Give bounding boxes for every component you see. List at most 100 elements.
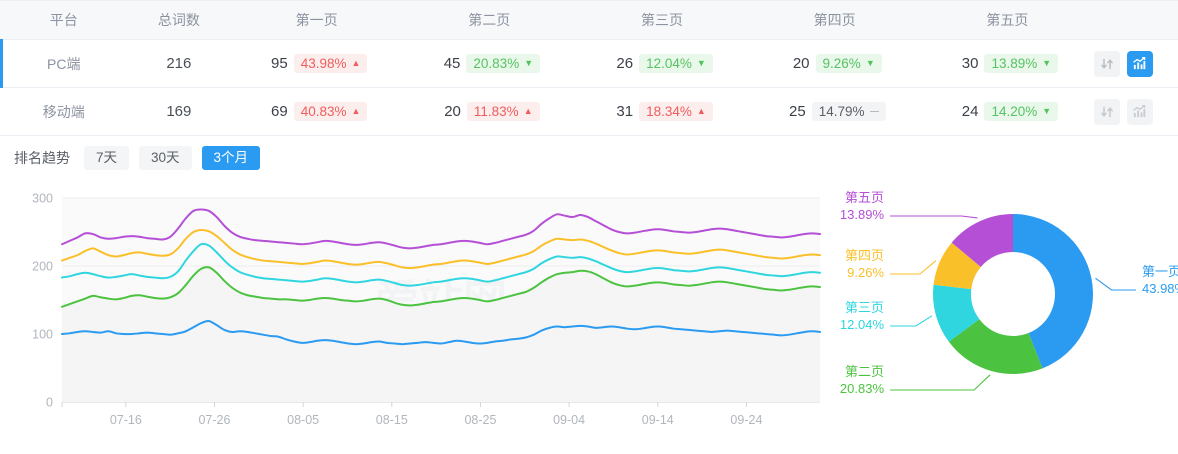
column-header-page-4: 第四页	[748, 0, 921, 40]
donut-label-name: 第二页	[845, 364, 884, 379]
page-4-change-badge: 14.79%	[811, 101, 886, 122]
cell-page-3: 26 12.04% ▼	[575, 39, 749, 88]
svg-text:08-05: 08-05	[287, 413, 319, 427]
platform-label: PC端	[47, 55, 81, 72]
donut-label-value: 13.89%	[840, 207, 885, 222]
arrow-down-icon: ▼	[865, 58, 875, 68]
cell-actions	[1093, 87, 1178, 136]
page-2-count: 45	[443, 55, 461, 72]
line-series	[61, 228, 821, 270]
svg-text:09-14: 09-14	[642, 413, 674, 427]
donut-leader-line	[1095, 277, 1136, 291]
page-1-change-badge: 40.83% ▲	[293, 101, 368, 122]
charts-area: 爱站网010020030007-1607-2608-0508-1508-2509…	[0, 180, 1178, 446]
donut-label-name: 第五页	[845, 190, 884, 205]
page-5-count: 24	[961, 103, 979, 120]
donut-leader-line	[890, 260, 937, 275]
donut-slice	[1013, 214, 1093, 369]
arrow-up-icon: ▲	[351, 58, 361, 68]
rank-trend-line-chart[interactable]: 爱站网010020030007-1607-2608-0508-1508-2509…	[0, 180, 836, 446]
column-header-page-5: 第五页	[920, 0, 1094, 40]
page-1-change-badge: 43.98% ▲	[293, 53, 368, 74]
range-button-3m[interactable]: 3个月	[201, 146, 261, 170]
arrow-down-icon: ▼	[1042, 106, 1052, 116]
column-header-page-1: 第一页	[230, 0, 403, 40]
page-2-change-value: 20.83%	[473, 55, 520, 71]
donut-label-value: 43.98%	[1142, 281, 1178, 296]
table-row[interactable]: PC端 216 95 43.98% ▲ 45	[0, 39, 1178, 88]
cell-page-3: 31 18.34% ▲	[575, 87, 749, 136]
cell-platform: PC端	[0, 39, 128, 88]
donut-label-value: 9.26%	[847, 265, 884, 280]
donut-label-value: 12.04%	[840, 317, 885, 332]
page-5-count: 30	[961, 55, 979, 72]
donut-leader-line	[890, 215, 978, 219]
page-1-count: 95	[271, 55, 288, 72]
range-button-30d[interactable]: 30天	[139, 146, 192, 170]
column-header-total-keywords: 总词数	[127, 0, 231, 40]
table-row[interactable]: 移动端 169 69 40.83% ▲ 20	[0, 87, 1178, 136]
page-3-count: 26	[616, 55, 634, 72]
column-header-actions	[1093, 0, 1178, 40]
column-header-page-3: 第三页	[575, 0, 749, 40]
donut-slice	[933, 242, 981, 290]
arrow-up-icon: ▲	[351, 106, 361, 116]
donut-label-name: 第四页	[845, 248, 884, 263]
cell-page-2: 20 11.83% ▲	[402, 87, 576, 136]
page-3-change-badge: 18.34% ▲	[639, 101, 713, 122]
range-button-7d[interactable]: 7天	[84, 146, 130, 170]
page-4-count: 20	[792, 55, 810, 72]
svg-text:07-16: 07-16	[110, 413, 142, 427]
arrow-up-icon: ▲	[523, 106, 533, 116]
line-series	[61, 320, 821, 346]
page-3-change-value: 12.04%	[646, 55, 692, 71]
line-series	[61, 208, 821, 250]
page-4-change-value: 9.26%	[822, 55, 861, 71]
cell-total-keywords: 169	[127, 87, 231, 136]
donut-label-value: 20.83%	[840, 381, 885, 396]
svg-text:300: 300	[32, 192, 53, 206]
sort-arrows-icon[interactable]	[1093, 98, 1120, 125]
trend-chart-icon[interactable]	[1126, 50, 1153, 77]
page-1-count: 69	[271, 103, 288, 120]
svg-text:0: 0	[46, 396, 53, 410]
donut-leader-line	[890, 374, 991, 391]
cell-page-5: 24 14.20% ▼	[920, 87, 1094, 136]
table-header-row: 平台 总词数 第一页 第二页 第三页 第四页 第五页	[0, 0, 1178, 40]
trend-title: 排名趋势	[14, 150, 70, 166]
arrow-down-icon: ▼	[696, 58, 706, 68]
page-3-change-value: 18.34%	[646, 103, 692, 119]
page-2-change-badge: 20.83% ▼	[466, 53, 541, 74]
svg-text:08-15: 08-15	[376, 413, 408, 427]
donut-label-name: 第一页	[1142, 264, 1178, 279]
donut-label-name: 第三页	[845, 300, 884, 315]
page-5-change-value: 13.89%	[991, 55, 1038, 71]
svg-text:100: 100	[32, 328, 53, 342]
arrow-down-icon: ▼	[524, 58, 534, 68]
line-series	[61, 266, 821, 308]
cell-page-1: 69 40.83% ▲	[230, 87, 403, 136]
page-1-change-value: 40.83%	[300, 103, 347, 119]
page-3-change-badge: 12.04% ▼	[639, 53, 713, 74]
trend-toolbar: 排名趋势 7天 30天 3个月	[0, 136, 1178, 180]
dash-flat-icon	[869, 110, 879, 113]
cell-page-5: 30 13.89% ▼	[920, 39, 1094, 88]
column-header-platform: 平台	[0, 0, 128, 40]
line-chart-svg: 爱站网010020030007-1607-2608-0508-1508-2509…	[32, 192, 821, 427]
page-distribution-donut-chart[interactable]: 第一页 43.98% 第二页 20.83% 第三页 12.04% 第四页 9.26% 第五页 13…	[836, 180, 1178, 446]
cell-page-2: 45 20.83% ▼	[402, 39, 576, 88]
page-4-count: 25	[789, 103, 806, 120]
cell-page-4: 25 14.79%	[748, 87, 921, 136]
trend-chart-icon[interactable]	[1126, 98, 1153, 125]
table-header: 平台 总词数 第一页 第二页 第三页 第四页 第五页	[0, 0, 1178, 40]
svg-text:09-04: 09-04	[553, 413, 585, 427]
sort-arrows-icon[interactable]	[1093, 50, 1120, 77]
arrow-up-icon: ▲	[696, 106, 706, 116]
arrow-down-icon: ▼	[1042, 58, 1052, 68]
svg-text:07-26: 07-26	[198, 413, 230, 427]
svg-text:200: 200	[32, 260, 53, 274]
page-3-count: 31	[616, 103, 634, 120]
page-5-change-badge: 13.89% ▼	[984, 53, 1059, 74]
page-2-change-value: 11.83%	[473, 103, 519, 119]
